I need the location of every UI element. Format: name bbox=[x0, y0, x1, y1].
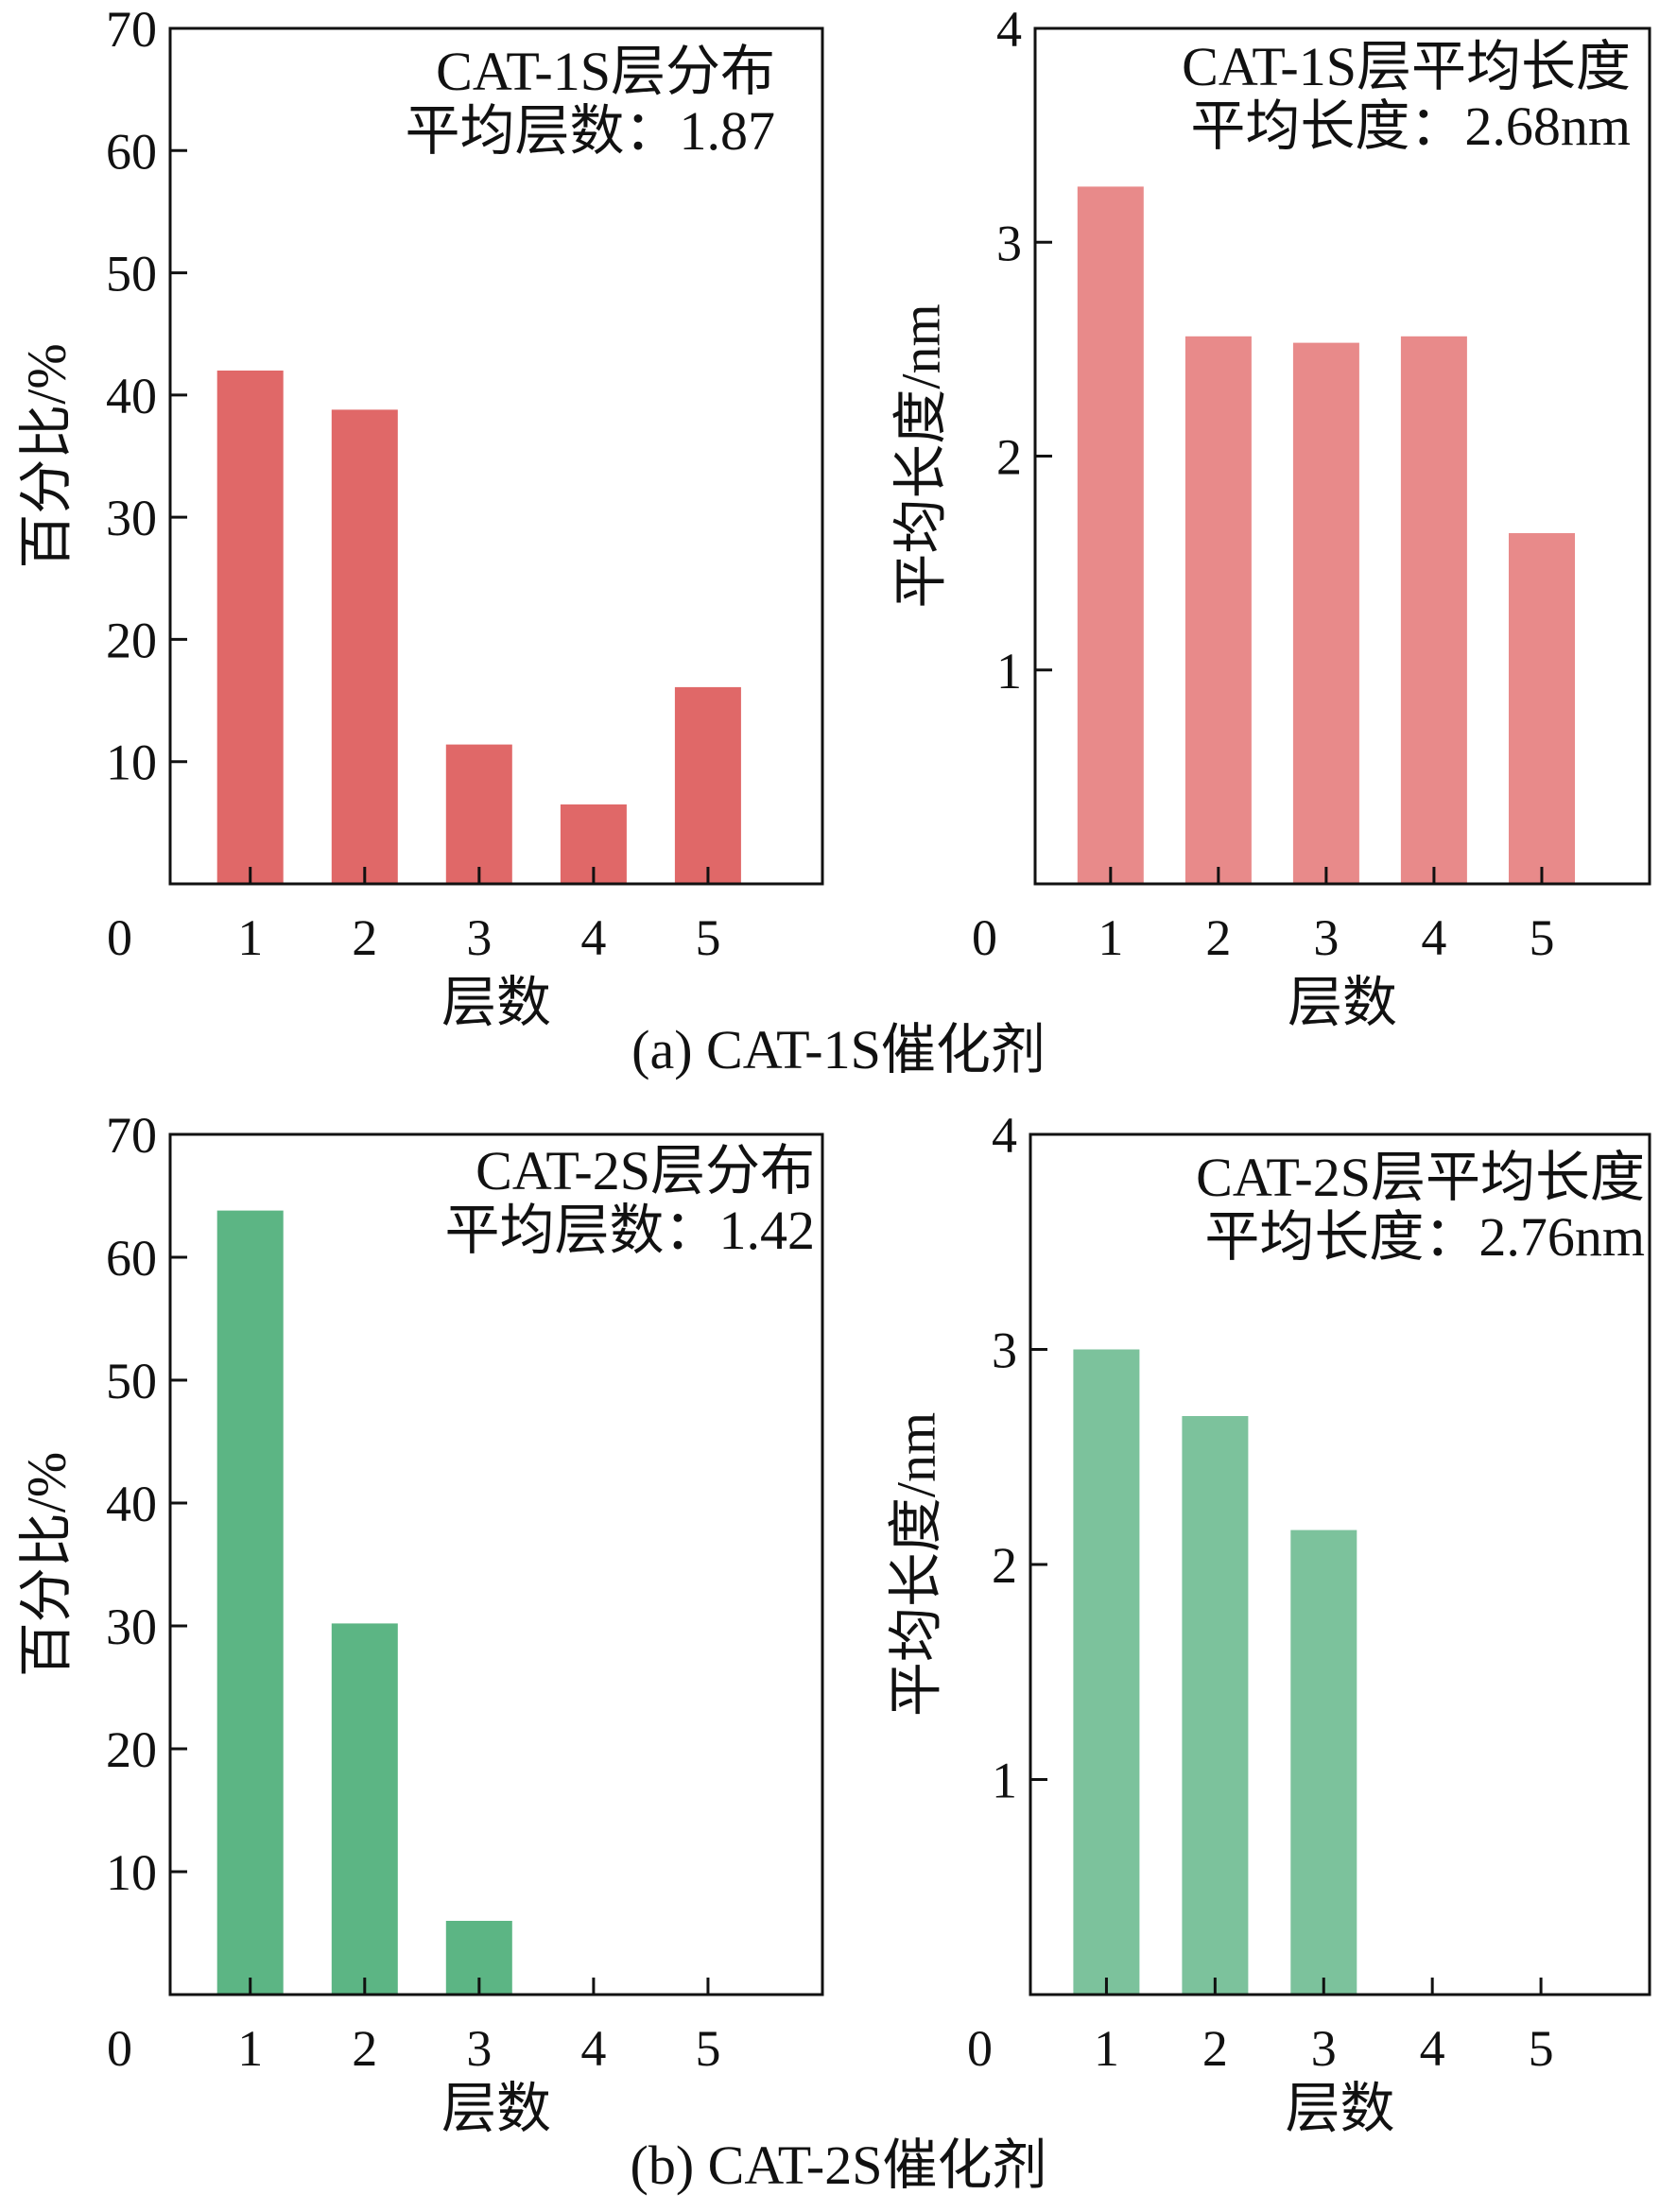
x-tick-label: 2 bbox=[1205, 909, 1231, 966]
y-axis-title: 平均长度/nm bbox=[890, 303, 951, 608]
x-axis-title: 层数 bbox=[441, 2078, 551, 2139]
x-axis-title: 层数 bbox=[1285, 2078, 1394, 2139]
figure-caption: (b) CAT-2S催化剂 bbox=[631, 2134, 1047, 2196]
y-tick-label: 3 bbox=[996, 215, 1022, 271]
x-tick-label: 5 bbox=[1529, 2020, 1554, 2077]
chart-annotation: CAT-2S层分布 bbox=[475, 1140, 815, 1201]
bar-2 bbox=[331, 409, 398, 884]
y-tick-label: 0 bbox=[972, 909, 997, 966]
x-tick-label: 4 bbox=[1420, 2020, 1445, 2077]
y-axis-title: 平均长度/nm bbox=[885, 1412, 946, 1717]
chart-annotation: 平均层数：1.42 bbox=[444, 1200, 815, 1261]
y-tick-label: 40 bbox=[106, 1476, 157, 1532]
bar-3 bbox=[1290, 1529, 1357, 1995]
chart-annotation: CAT-1S层平均长度 bbox=[1182, 36, 1631, 97]
y-tick-label: 2 bbox=[992, 1537, 1017, 1594]
x-tick-label: 4 bbox=[1421, 909, 1446, 966]
x-tick-label: 2 bbox=[352, 2020, 377, 2077]
y-tick-label: 0 bbox=[107, 2020, 132, 2077]
x-tick-label: 4 bbox=[580, 909, 606, 966]
y-tick-label: 10 bbox=[106, 1844, 157, 1901]
figure-caption: (a) CAT-1S催化剂 bbox=[631, 1019, 1046, 1080]
chart-panel-2: 0 1 2 3 4 1 2 3 4 5 层数 平均长度/nm CAT-1S层平均长度平均长度：2.68n… bbox=[890, 1, 1651, 1033]
y-tick-label: 50 bbox=[106, 1353, 157, 1409]
y-tick-label: 70 bbox=[106, 1107, 157, 1164]
y-tick-label: 2 bbox=[996, 429, 1022, 486]
y-tick-label: 60 bbox=[106, 1230, 157, 1287]
y-tick-label: 30 bbox=[106, 1599, 157, 1655]
chart-annotation: CAT-2S层平均长度 bbox=[1196, 1147, 1645, 1208]
x-tick-label: 2 bbox=[1202, 2020, 1228, 2077]
y-tick-label: 3 bbox=[992, 1322, 1017, 1379]
y-tick-label: 0 bbox=[107, 909, 132, 966]
x-tick-label: 3 bbox=[1311, 2020, 1337, 2077]
x-tick-label: 1 bbox=[237, 2020, 263, 2077]
x-axis-title: 层数 bbox=[441, 972, 551, 1033]
plot-frame bbox=[168, 1132, 824, 1996]
x-tick-label: 5 bbox=[695, 2020, 720, 2077]
x-axis-title: 层数 bbox=[1288, 972, 1397, 1033]
y-tick-label: 4 bbox=[996, 1, 1022, 58]
bar-1 bbox=[216, 371, 284, 884]
bar-2 bbox=[1182, 1416, 1249, 1995]
x-tick-label: 3 bbox=[466, 2020, 492, 2077]
y-tick-label: 20 bbox=[106, 1721, 157, 1778]
y-tick-label: 1 bbox=[992, 1753, 1017, 1809]
bar-4 bbox=[1400, 336, 1467, 884]
y-tick-label: 60 bbox=[106, 123, 157, 180]
bar-3 bbox=[1292, 342, 1359, 885]
x-tick-label: 1 bbox=[1098, 909, 1123, 966]
bar-1 bbox=[1077, 186, 1144, 884]
x-tick-label: 5 bbox=[695, 909, 720, 966]
x-tick-label: 3 bbox=[1313, 909, 1339, 966]
y-tick-label: 4 bbox=[992, 1107, 1017, 1164]
bar-3 bbox=[445, 744, 512, 884]
y-tick-label: 1 bbox=[996, 643, 1022, 700]
chart-panel-4: 0 1 2 3 4 1 2 3 4 5 层数 平均长度/nm CAT-2S层平均长度平均长度：2.76n… bbox=[885, 1107, 1651, 2139]
bar-1 bbox=[216, 1210, 284, 1995]
bar-5 bbox=[674, 686, 741, 884]
chart-annotation: 平均长度：2.68nm bbox=[1190, 95, 1631, 157]
x-tick-label: 4 bbox=[580, 2020, 606, 2077]
chart-annotation: CAT-1S层分布 bbox=[436, 41, 775, 102]
y-tick-label: 30 bbox=[106, 490, 157, 546]
y-tick-label: 0 bbox=[967, 2020, 993, 2077]
chart-annotation: 平均层数：1.87 bbox=[405, 100, 775, 162]
bar-5 bbox=[1509, 533, 1575, 884]
y-tick-label: 10 bbox=[106, 734, 157, 791]
x-tick-label: 2 bbox=[352, 909, 377, 966]
x-tick-label: 5 bbox=[1529, 909, 1554, 966]
bar-2 bbox=[1184, 336, 1252, 884]
x-tick-label: 1 bbox=[1094, 2020, 1119, 2077]
y-axis-title: 百分比/% bbox=[15, 1452, 77, 1677]
x-tick-label: 1 bbox=[237, 909, 263, 966]
y-tick-label: 40 bbox=[106, 368, 157, 424]
y-tick-label: 70 bbox=[106, 1, 157, 58]
bar-2 bbox=[331, 1623, 398, 1995]
bar-1 bbox=[1073, 1349, 1140, 1995]
chart-panel-3: 0 10 20 30 40 50 60 70 1 2 3 4 5 层数 百分比/% CAT-2S层分布平均层数… bbox=[15, 1107, 824, 2139]
chart-annotation: 平均长度：2.76nm bbox=[1204, 1206, 1645, 1268]
y-axis-title: 百分比/% bbox=[15, 343, 77, 568]
plot-frame bbox=[168, 26, 824, 886]
y-tick-label: 50 bbox=[106, 246, 157, 302]
chart-panel-1: 0 10 20 30 40 50 60 70 1 2 3 4 5 层数 百分比/% CAT-1S层分布平均层数… bbox=[15, 1, 824, 1033]
y-tick-label: 20 bbox=[106, 612, 157, 668]
x-tick-label: 3 bbox=[466, 909, 492, 966]
